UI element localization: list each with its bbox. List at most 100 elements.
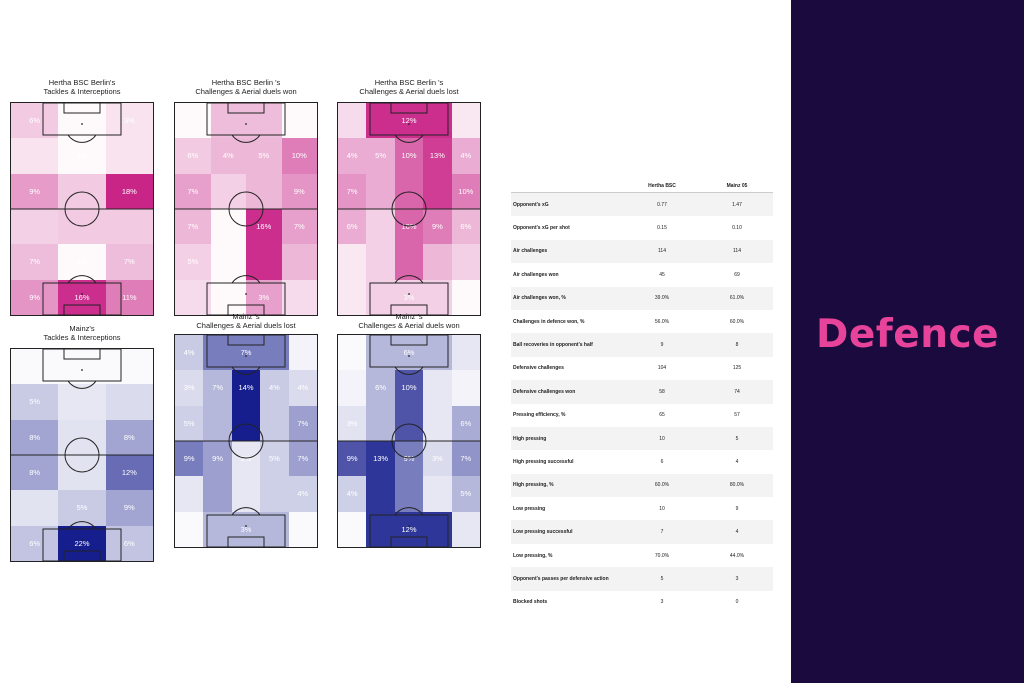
metric-cell: Low pressing, % [513, 552, 553, 559]
table-row: Air challenges won, % 39.0% 61.0% [511, 286, 773, 310]
heatmap-zone: 8% [11, 454, 59, 491]
table-row: Opponent's xG per shot 0.15 0.10 [511, 216, 773, 239]
heatmap-zone: 3% [58, 244, 106, 280]
heatmap-zone: 5% [175, 405, 204, 441]
heatmap-zone [288, 335, 317, 371]
heatmap-zone [338, 335, 367, 371]
heatmap-zone: 8% [105, 419, 153, 455]
heatmap-zone: 5% [246, 138, 282, 174]
heatmap-zone: 10% [281, 138, 317, 174]
heatmap-zone: 6% [175, 138, 211, 174]
heatmap-zone [175, 103, 211, 139]
heatmap-zone [105, 138, 153, 174]
heatmap-zone [338, 103, 367, 139]
table-row: High pressing 10 5 [511, 426, 773, 451]
heatmap-zone: 4% [210, 138, 246, 174]
heatmap-zone: 6% [58, 138, 106, 174]
heatmap-zone: 5% [260, 440, 289, 477]
table-row: High pressing, % 60.0% 80.0% [511, 473, 773, 498]
table-row: Blocked shots 3 0 [511, 591, 773, 614]
heatmap-zone: 4% [288, 370, 317, 406]
heatmap-zone [11, 349, 59, 385]
heatmap-zone: 16% [58, 279, 106, 315]
heatmap-zone [246, 244, 282, 280]
team-b-value: 3 [735, 575, 739, 582]
heatmap-zone [203, 405, 232, 441]
metric-cell: Air challenges won, % [513, 295, 566, 302]
heatmap-zone [423, 279, 452, 315]
heatmap-zone [203, 335, 232, 371]
heatmap-zone [246, 173, 282, 209]
team-a-value: 104 [657, 365, 667, 372]
heatmap-zone [423, 405, 452, 441]
heatmap-zone [175, 476, 204, 512]
team-b-value: 4 [735, 458, 739, 465]
pitch-title-line2: Challenges & Aerial duels lost [359, 87, 459, 96]
heatmap-zone [58, 419, 106, 455]
heatmap-zone [281, 103, 317, 139]
heatmap-zone [423, 476, 452, 512]
heatmap-zone [58, 103, 106, 139]
heatmap-zone [423, 511, 452, 547]
heatmap-zone [423, 335, 452, 371]
heatmap-zone [366, 511, 395, 547]
heatmap-zone [58, 384, 106, 420]
metric-cell: Defensive challenges won [513, 388, 576, 395]
heatmap-zone: 3% [231, 440, 261, 477]
pitch-title-line1: Mainz's [69, 324, 95, 333]
heatmap-zone: 16% [246, 208, 282, 245]
heatmap-zone: 4% [338, 476, 367, 512]
heatmap-zone: 7% [231, 335, 261, 371]
team-a-value: 58 [659, 388, 665, 395]
heatmap-zone [394, 476, 424, 512]
heatmap-grid: 12% 4% 5% 10% 13% 4% 7% 10% 6% 10% 9% 6% 3% [338, 103, 480, 315]
table-row: Low pressing 10 9 [511, 497, 773, 520]
heatmap-zone: 12% [105, 454, 153, 491]
heatmap-zone [423, 173, 452, 209]
heatmap-zone [11, 490, 59, 526]
table-row: Opponent's passes per defensive action 5 3 [511, 567, 773, 591]
table-row: Defensive challenges won 58 74 [511, 380, 773, 404]
team-b-value: 80.0% [729, 482, 745, 489]
pitch-title-line2: Challenges & Aerial duels won [358, 321, 460, 330]
team-a-value: 0.77 [657, 201, 667, 208]
team-a-value: 45 [659, 271, 665, 278]
heatmap-zone [210, 244, 246, 280]
heatmap-zone [281, 279, 317, 315]
heatmap-zone [58, 349, 106, 385]
heatmap-zone [394, 173, 424, 209]
team-b-value: 5 [735, 435, 739, 442]
heatmap-zone [203, 476, 232, 512]
heatmap-zone: 6% [451, 208, 480, 245]
pitch: 5% 8% 8% 8% 12% 5% 9% 6% 22% 6% [10, 348, 154, 562]
heatmap-zone: 14% [231, 370, 261, 406]
pitch: 12% 4% 5% 10% 13% 4% 7% 10% 6% 10% 9% 6% 3% [337, 102, 481, 316]
heatmap-zone: 9% [394, 440, 424, 477]
pitch-title-line1: Hertha BSC Berlin 's [211, 78, 281, 87]
heatmap-zone: 4% [288, 476, 317, 512]
heatmap-zone [338, 511, 367, 547]
column-header-team-a: Hertha BSC [648, 183, 676, 189]
pitch: 6% 3% 6% 9% 18% 7% 3% 7% 9% 16% 11% [10, 102, 154, 316]
heatmap-zone: 13% [423, 138, 452, 174]
team-a-value: 39.0% [654, 295, 670, 302]
heatmap-zone: 7% [288, 405, 317, 441]
heatmap-zone: 7% [288, 440, 317, 477]
team-b-value: 69 [734, 271, 740, 278]
heatmap-grid: 6% 4% 5% 10% 7% 9% 7% 16% 7% 5% 3% [175, 103, 317, 315]
heatmap-zone: 6% [394, 335, 424, 371]
pitch-title-line2: Tackles & Interceptions [43, 87, 121, 96]
metric-cell: Blocked shots [513, 599, 548, 606]
team-b-value: 4 [735, 529, 739, 536]
heatmap-zone: 9% [105, 490, 153, 526]
heatmap-zone [451, 370, 480, 406]
table-row: Challenges in defence won, % 56.0% 60.0% [511, 310, 773, 333]
heatmap-zone: 12% [394, 511, 424, 547]
team-a-value: 0.15 [657, 225, 667, 232]
heatmap-zone [366, 244, 395, 280]
heatmap-zone [338, 370, 367, 406]
team-b-value: 114 [733, 248, 741, 255]
heatmap-zone: 22% [58, 525, 106, 561]
heatmap-zone: 5% [451, 476, 480, 512]
team-b-value: 57 [734, 412, 740, 419]
